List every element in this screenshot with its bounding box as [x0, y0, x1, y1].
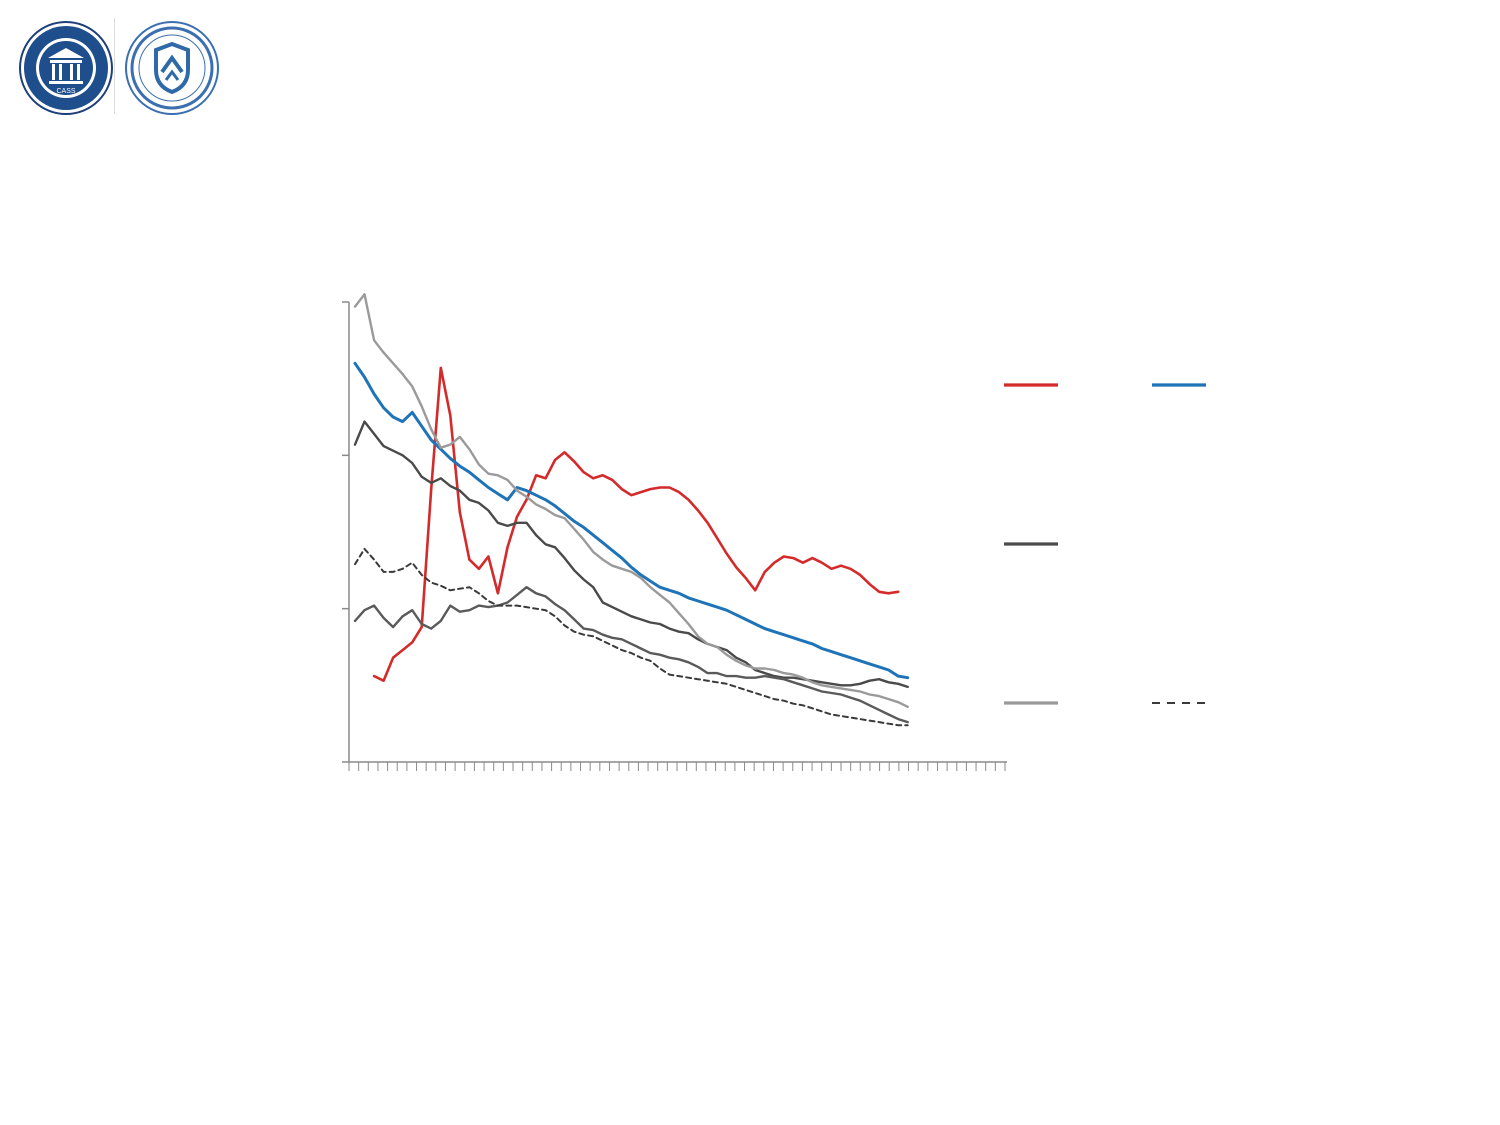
cass-logo: CASS [19, 21, 113, 115]
institute-logo [125, 21, 219, 115]
series-line-2 [353, 361, 910, 680]
chart-axes [342, 301, 1007, 771]
series-line-3 [353, 420, 909, 689]
series-line-1 [372, 366, 900, 682]
series-line-4 [353, 586, 909, 724]
cass-logo-text: CASS [56, 88, 75, 95]
logo-group: CASS [18, 18, 224, 118]
series-line-5 [353, 293, 909, 708]
logo-divider [114, 18, 115, 114]
series-line-6 [354, 547, 909, 727]
chart-plot-area [353, 293, 910, 727]
chart-legend [1004, 383, 1206, 705]
